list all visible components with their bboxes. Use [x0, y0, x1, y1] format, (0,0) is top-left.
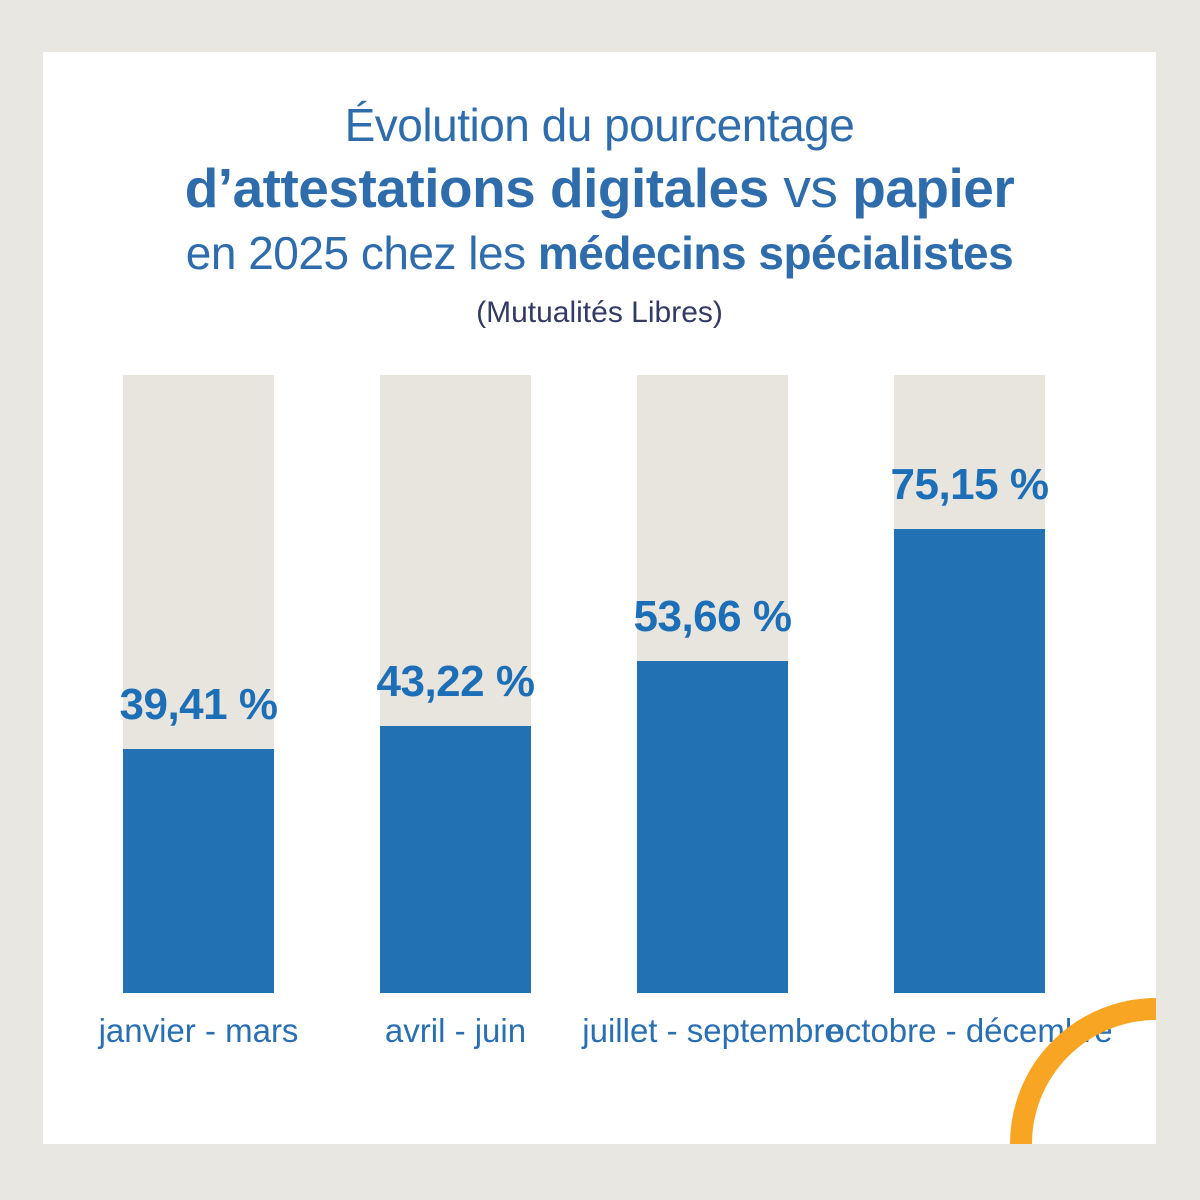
title-vs-text: vs [768, 157, 853, 219]
title-block: Évolution du pourcentage d’attestations … [43, 96, 1156, 332]
bar-column: 39,41 % janvier - mars [99, 375, 298, 1049]
bar-track-paper: 75,15 % [891, 375, 1049, 993]
bar-value-label: 53,66 % [633, 592, 792, 641]
bar-fill-digital [380, 726, 531, 993]
title-year-text: en 2025 chez les [185, 227, 538, 279]
page-title-line3: en 2025 chez les médecins spécialistes [43, 222, 1156, 284]
bar-track-paper: 39,41 % [120, 375, 278, 993]
bar-fill-digital [637, 661, 788, 993]
title-paper-emphasis: papier [852, 157, 1015, 219]
bar-track-paper: 53,66 % [634, 375, 792, 993]
category-label: juillet - septembre [582, 1012, 843, 1049]
bar-column: 53,66 % juillet - septembre [582, 375, 843, 1049]
bar-value-label: 43,22 % [376, 657, 535, 706]
corner-arc-decoration [1010, 998, 1156, 1144]
title-digital-emphasis: d’attestations digitales [184, 157, 769, 219]
category-label: avril - juin [384, 1012, 527, 1049]
bar-chart: 39,41 % janvier - mars 43,22 % avril - j… [43, 52, 1156, 1144]
bar-value-label: 39,41 % [119, 680, 278, 729]
bar-column: 75,15 % octobre - décembre [826, 375, 1113, 1049]
bar-fill-digital [123, 749, 274, 993]
source-subtitle: (Mutualités Libres) [476, 296, 723, 329]
bar-track-paper: 43,22 % [377, 375, 535, 993]
bar-column: 43,22 % avril - juin [377, 375, 535, 1049]
page-title-line1: Évolution du pourcentage [344, 99, 855, 151]
page-title-line2: d’attestations digitales vs papier [43, 154, 1156, 222]
infographic-card: Évolution du pourcentage d’attestations … [43, 52, 1156, 1144]
bar-value-label: 75,15 % [890, 460, 1049, 509]
category-label: janvier - mars [98, 1012, 299, 1049]
title-specialists-emphasis: médecins spécialistes [537, 227, 1014, 279]
bar-fill-digital [894, 529, 1045, 993]
